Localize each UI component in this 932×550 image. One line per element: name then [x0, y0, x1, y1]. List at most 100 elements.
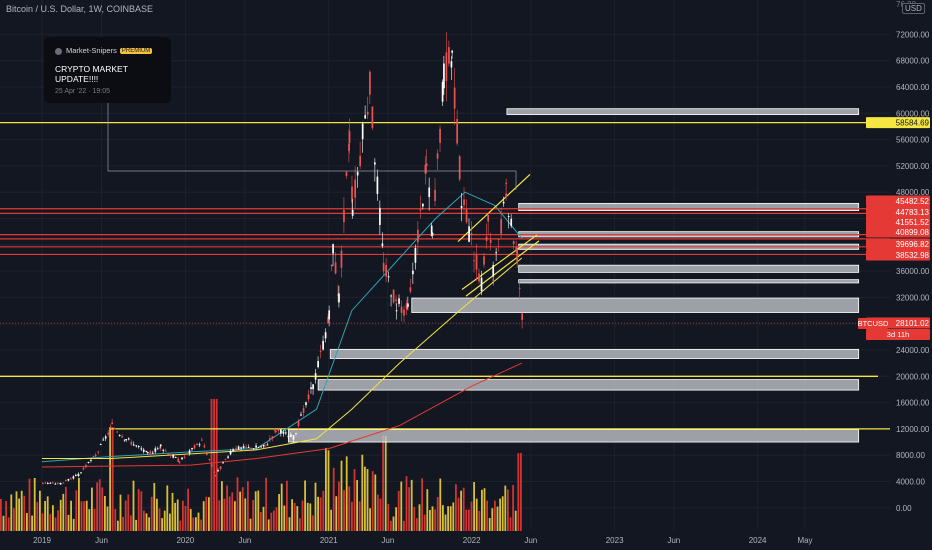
volume-bar: [0, 498, 2, 531]
volume-bar: [226, 485, 228, 531]
price-label-box: [866, 238, 930, 250]
volume-bar: [309, 503, 312, 531]
price-series: [42, 31, 524, 485]
y-tick-label: 0.00: [896, 504, 912, 513]
volume-bar: [46, 496, 49, 531]
candle-body: [146, 452, 149, 454]
moving-average-line: [41, 191, 523, 463]
volume-bar: [413, 507, 416, 531]
volume-bar: [439, 478, 442, 531]
candle-body: [297, 421, 300, 426]
volume-bar: [57, 510, 59, 531]
candle-body: [132, 444, 135, 446]
volume-bar: [36, 502, 39, 531]
volume-bar: [312, 515, 314, 531]
x-tick-label: Jun: [238, 536, 251, 545]
candle-body: [240, 447, 242, 449]
candle-body: [419, 208, 422, 211]
price-axis[interactable]: 0.00 4000.00 8000.00 12000.00 16000.00 20000.…: [896, 30, 930, 512]
volume-bar: [208, 497, 210, 531]
symbol-label-text: BTCUSD: [858, 319, 889, 328]
candle-body: [70, 478, 72, 480]
y-tick-label: 60000.00: [896, 109, 930, 118]
y-tick-label: 64000.00: [896, 83, 930, 92]
price-label-box: [866, 195, 930, 207]
candle-body: [188, 450, 191, 454]
volume-bar: [15, 491, 18, 531]
volume-bar: [23, 495, 26, 531]
volume-bar: [517, 453, 520, 531]
volume-bar: [62, 493, 65, 531]
candle-body: [487, 215, 490, 222]
volume-bar: [236, 477, 239, 531]
time-axis[interactable]: 2019 Jun 2020 Jun 2021 Jun 2022 Jun 2023 Jun 2024 M…: [33, 536, 812, 545]
candle-body: [430, 225, 433, 236]
candle-body: [167, 453, 170, 455]
candle-body: [49, 482, 52, 484]
volume-bar: [280, 483, 283, 531]
candle-body: [348, 143, 350, 151]
candle-body: [307, 394, 310, 400]
candle-body: [337, 294, 339, 296]
volume-bar: [270, 512, 273, 531]
idea-callout[interactable]: Market-Snipers PREMIUM CRYPTO MARKET UPDA…: [44, 37, 171, 103]
candle-body: [242, 446, 245, 449]
volume-bar: [481, 489, 483, 531]
candle-body: [516, 249, 519, 264]
candle-body: [403, 309, 405, 316]
candle-body: [208, 458, 211, 460]
volume-bar: [31, 515, 33, 531]
candle-body: [310, 387, 312, 389]
volume-bar: [205, 496, 208, 531]
candle-body: [480, 277, 483, 292]
currency-button[interactable]: USD: [902, 3, 925, 14]
candle-body: [219, 466, 222, 469]
volume-bar: [296, 506, 299, 531]
candle-body: [99, 444, 102, 446]
candle-body: [87, 461, 90, 463]
candle-body: [151, 452, 154, 454]
candle-body: [109, 426, 112, 428]
volume-bar: [85, 500, 88, 531]
countdown-text: 3d 11h: [887, 330, 909, 339]
volume-bar: [18, 498, 20, 531]
volume-bar: [470, 501, 473, 531]
candle-body: [417, 229, 419, 243]
candle-body: [409, 287, 412, 292]
callout-connector-line: [107, 103, 517, 190]
volume-bar: [262, 506, 265, 531]
candle-body: [274, 429, 276, 431]
candle-body: [201, 439, 203, 441]
candle-body: [450, 61, 453, 68]
volume-bar: [371, 471, 374, 531]
candle-body: [77, 474, 80, 476]
volume-bar: [158, 508, 161, 531]
volume-bar: [486, 500, 488, 531]
volume-bar: [273, 510, 275, 531]
volume-bar: [221, 481, 223, 531]
candle-body: [92, 456, 95, 458]
volume-bar: [452, 502, 455, 531]
candle-body: [456, 118, 459, 144]
zone-box: [287, 429, 860, 443]
candle-body: [330, 264, 333, 267]
candle-body: [387, 276, 390, 278]
volume-bar: [111, 427, 114, 531]
candle-body: [277, 429, 280, 431]
volume-bar: [514, 510, 517, 531]
callout-user[interactable]: Market-Snipers PREMIUM: [55, 46, 153, 55]
x-tick-label: 2022: [463, 536, 481, 545]
volume-bar: [405, 476, 408, 531]
channel-lower-line: [461, 234, 538, 290]
candle-body: [348, 131, 351, 143]
candle-body: [44, 482, 47, 484]
volume-bar: [384, 436, 387, 531]
candle-body: [356, 171, 359, 176]
volume-bar: [231, 492, 234, 531]
symbol-title: Bitcoin / U.S. Dollar, 1W, COINBASE: [6, 4, 154, 14]
candle-body: [510, 218, 513, 226]
volume-bar: [462, 487, 465, 531]
price-label-box: [866, 206, 930, 218]
candle-body: [302, 408, 305, 413]
